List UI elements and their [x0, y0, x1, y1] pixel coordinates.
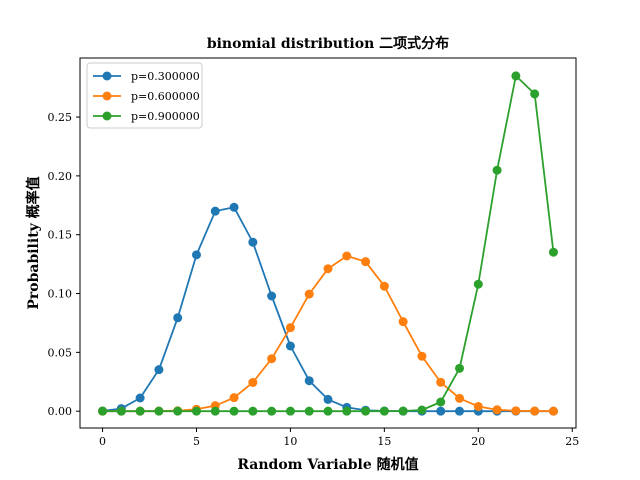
data-point — [210, 206, 220, 216]
data-point — [267, 354, 277, 364]
data-point — [135, 406, 145, 416]
data-point — [323, 406, 333, 416]
data-point — [342, 406, 352, 416]
data-point — [342, 251, 352, 261]
y-tick-label: 0.15 — [48, 229, 73, 242]
data-point — [398, 317, 408, 327]
legend: p=0.300000 p=0.600000 p=0.900000 — [86, 62, 203, 129]
series-layer — [98, 71, 558, 416]
data-point — [492, 405, 502, 415]
data-point — [229, 406, 239, 416]
data-point — [323, 264, 333, 274]
y-axis: 0.00 0.05 0.10 0.15 0.20 0.25 — [48, 111, 80, 418]
data-point — [304, 376, 314, 386]
data-point — [436, 406, 446, 416]
data-point — [248, 377, 258, 387]
x-tick-label: 0 — [99, 435, 106, 448]
data-point — [154, 365, 164, 375]
y-tick-label: 0.00 — [48, 405, 73, 418]
data-point — [191, 250, 201, 260]
data-point — [173, 406, 183, 416]
data-point — [548, 406, 558, 416]
data-point — [229, 393, 239, 403]
data-point — [379, 406, 389, 416]
data-point — [436, 397, 446, 407]
data-point — [492, 165, 502, 175]
data-point — [210, 406, 220, 416]
data-point — [361, 406, 371, 416]
x-tick-label: 5 — [193, 435, 200, 448]
series-2 — [98, 251, 558, 416]
x-axis: 0 5 10 15 20 25 — [99, 428, 579, 448]
plot-area — [79, 57, 577, 429]
data-point — [455, 393, 465, 403]
y-axis-label: Probability 概率值 — [25, 176, 42, 309]
data-point — [473, 401, 483, 411]
data-point — [511, 406, 521, 416]
data-point — [473, 279, 483, 289]
y-tick-label: 0.05 — [48, 346, 73, 359]
data-point — [417, 405, 427, 415]
legend-marker — [102, 111, 112, 121]
data-point — [417, 351, 427, 361]
data-point — [511, 71, 521, 81]
legend-marker — [102, 71, 112, 81]
legend-label: p=0.900000 — [131, 110, 200, 123]
data-point — [98, 406, 108, 416]
data-point — [267, 406, 277, 416]
series-3 — [98, 71, 558, 416]
series-1 — [98, 202, 558, 416]
data-point — [398, 406, 408, 416]
y-tick-label: 0.20 — [48, 170, 73, 183]
legend-label: p=0.600000 — [131, 90, 200, 103]
data-point — [173, 313, 183, 323]
legend-marker — [102, 91, 112, 101]
data-point — [135, 393, 145, 403]
data-point — [116, 406, 126, 416]
series-line — [102, 255, 554, 413]
data-point — [229, 202, 239, 212]
data-point — [530, 89, 540, 99]
data-point — [248, 237, 258, 247]
data-point — [248, 406, 258, 416]
x-tick-label: 25 — [565, 435, 579, 448]
x-tick-label: 15 — [377, 435, 391, 448]
data-point — [154, 406, 164, 416]
legend-label: p=0.300000 — [131, 70, 200, 83]
legend-box — [86, 62, 203, 129]
data-point — [455, 363, 465, 373]
data-point — [267, 291, 277, 301]
data-point — [323, 394, 333, 404]
data-point — [436, 377, 446, 387]
data-point — [285, 323, 295, 333]
data-point — [285, 341, 295, 351]
y-tick-label: 0.25 — [48, 111, 73, 124]
x-tick-label: 10 — [283, 435, 297, 448]
data-point — [285, 406, 295, 416]
data-point — [361, 257, 371, 267]
data-point — [455, 406, 465, 416]
data-point — [379, 281, 389, 291]
y-tick-label: 0.10 — [48, 288, 73, 301]
x-tick-label: 20 — [471, 435, 485, 448]
data-point — [304, 289, 314, 299]
data-point — [191, 406, 201, 416]
data-point — [530, 406, 540, 416]
chart-title: binomial distribution 二项式分布 — [207, 35, 449, 52]
x-axis-label: Random Variable 随机值 — [237, 456, 418, 473]
data-point — [304, 406, 314, 416]
data-point — [548, 247, 558, 257]
